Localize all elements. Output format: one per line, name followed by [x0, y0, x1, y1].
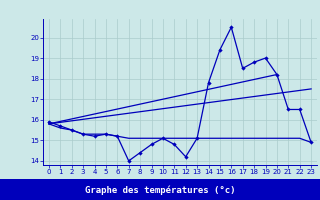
Text: Graphe des températures (°c): Graphe des températures (°c) [85, 186, 235, 195]
